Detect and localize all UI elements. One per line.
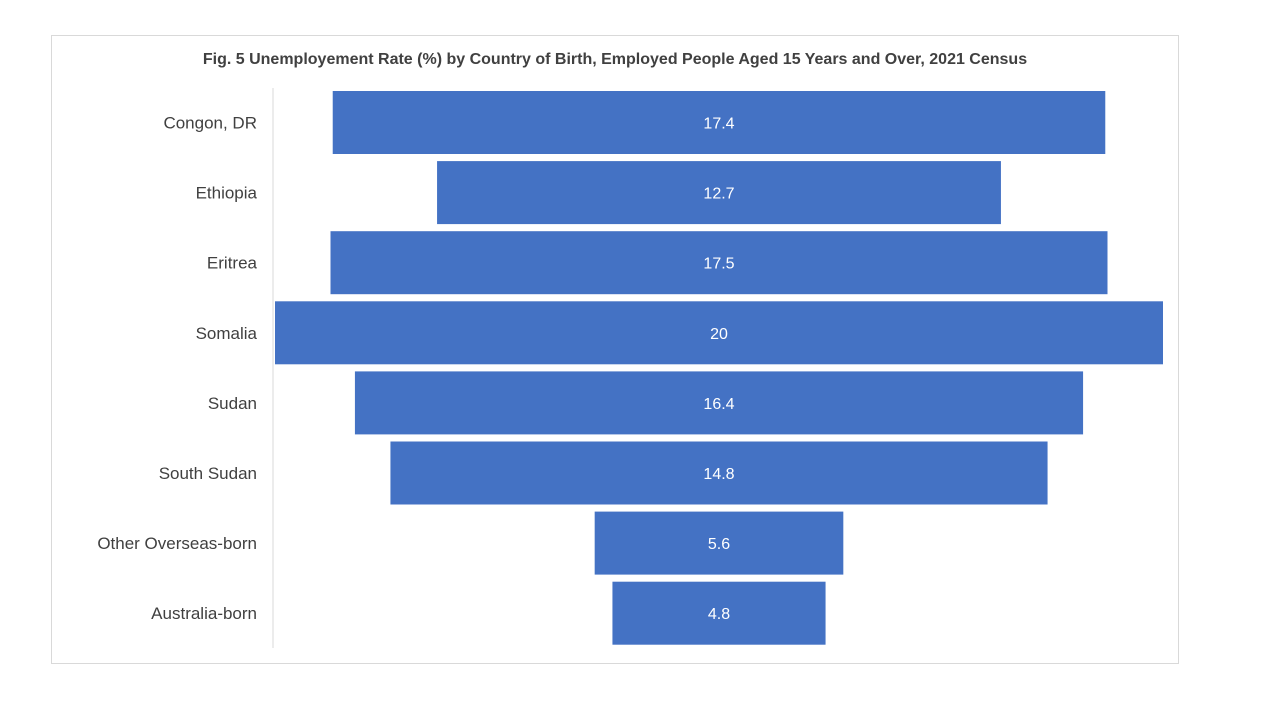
data-label: 4.8 <box>708 606 730 623</box>
category-label: Ethiopia <box>196 184 258 203</box>
data-label: 20 <box>710 326 728 343</box>
category-label: Congon, DR <box>163 114 257 133</box>
funnel-bar <box>330 231 1108 295</box>
funnel-bar <box>390 441 1048 505</box>
funnel-bar <box>437 161 1001 225</box>
data-label: 17.4 <box>703 116 734 133</box>
category-label: Other Overseas-born <box>97 534 257 553</box>
data-label: 14.8 <box>703 466 734 483</box>
category-label: Eritrea <box>207 254 258 273</box>
funnel-bar <box>594 511 844 575</box>
chart-frame <box>51 35 1179 664</box>
data-label: 5.6 <box>708 536 730 553</box>
funnel-bar <box>354 371 1084 435</box>
category-label: Somalia <box>196 324 258 343</box>
funnel-bar <box>275 301 1163 365</box>
category-label: South Sudan <box>159 464 257 483</box>
data-label: 16.4 <box>703 396 734 413</box>
data-label: 12.7 <box>703 186 734 203</box>
category-label: Sudan <box>208 394 257 413</box>
category-label: Australia-born <box>151 604 257 623</box>
data-label: 17.5 <box>703 256 734 273</box>
funnel-bar <box>612 581 826 645</box>
chart-title: Fig. 5 Unemployement Rate (%) by Country… <box>202 51 1028 68</box>
funnel-bar <box>332 91 1106 154</box>
